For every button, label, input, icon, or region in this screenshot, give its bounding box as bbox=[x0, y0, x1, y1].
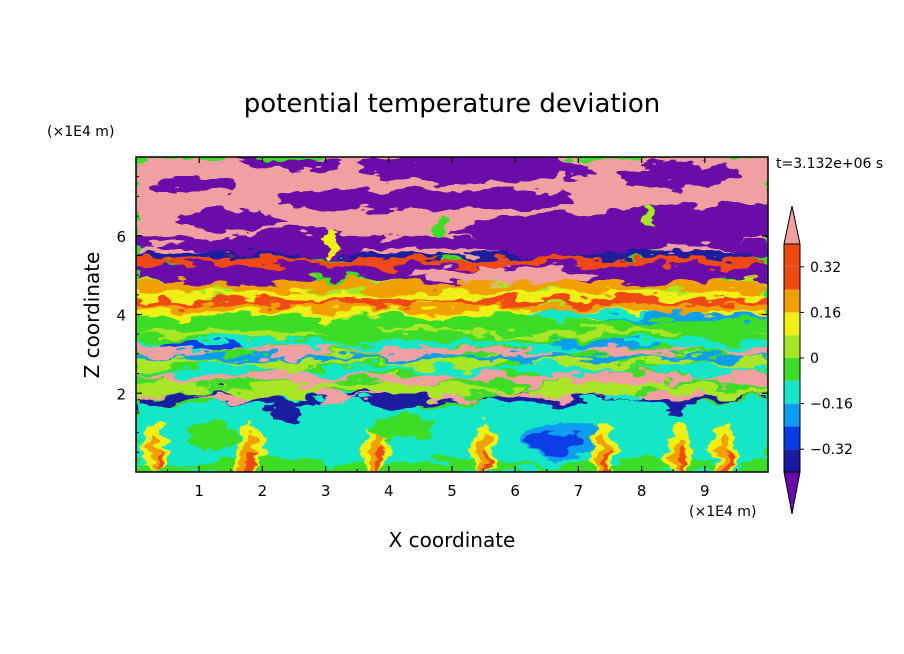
colorbar-label: 0 bbox=[810, 351, 819, 367]
colorbar-label: −0.32 bbox=[810, 442, 853, 458]
colorbar: 0.32 0.16 0 −0.16 −0.32 bbox=[783, 205, 853, 515]
colorbar-bin bbox=[784, 358, 800, 381]
colorbar-bin bbox=[784, 312, 800, 336]
colorbar-bin bbox=[784, 289, 800, 313]
x-tick-label: 5 bbox=[447, 482, 457, 500]
x-axis-label: X coordinate bbox=[389, 528, 516, 552]
contour-cell bbox=[597, 204, 768, 244]
contour-cell bbox=[154, 448, 162, 472]
contour-cell bbox=[382, 346, 497, 354]
contour-cell bbox=[237, 370, 326, 381]
x-tick-label: 2 bbox=[258, 482, 268, 500]
contour-cell bbox=[603, 448, 611, 472]
x-tick-label: 4 bbox=[384, 482, 394, 500]
contour-cell bbox=[458, 188, 573, 209]
contour-cell bbox=[161, 341, 238, 351]
x-unit-label: (×1E4 m) bbox=[689, 504, 756, 520]
contour-band bbox=[136, 335, 768, 353]
contour-cell bbox=[148, 176, 238, 193]
contour-cell bbox=[723, 448, 731, 472]
contour-cell bbox=[483, 448, 490, 472]
colorbar-bin bbox=[784, 244, 800, 267]
colorbar-bin bbox=[784, 335, 800, 358]
contour-cell bbox=[679, 448, 686, 472]
contour-cell bbox=[357, 157, 598, 183]
contour-cell bbox=[237, 157, 339, 169]
y-tick-label: 6 bbox=[116, 228, 126, 246]
y-unit-label: (×1E4 m) bbox=[47, 124, 114, 140]
x-tick-label: 1 bbox=[194, 482, 204, 500]
contour-cell bbox=[524, 431, 582, 454]
contour-cell bbox=[186, 422, 238, 451]
contour-cell bbox=[369, 414, 434, 443]
colorbar-label: −0.16 bbox=[810, 397, 853, 413]
contour-cell bbox=[565, 372, 693, 383]
contour-band bbox=[136, 352, 768, 372]
contour-cell bbox=[616, 162, 743, 187]
colorbar-bin bbox=[784, 449, 800, 472]
x-tick-label: 9 bbox=[700, 482, 710, 500]
contour-cell bbox=[616, 268, 731, 283]
contour-cell bbox=[546, 340, 661, 348]
time-label: t=3.132e+06 s bbox=[776, 156, 883, 172]
contour-cell bbox=[407, 267, 598, 283]
y-axis: 2 4 6 bbox=[116, 176, 768, 453]
colorbar-extend-high bbox=[783, 205, 801, 245]
contour-field bbox=[136, 157, 768, 472]
x-tick-label: 8 bbox=[637, 482, 647, 500]
x-axis: 1 2 3 4 5 6 7 8 9 bbox=[167, 157, 737, 500]
contour-cell bbox=[325, 231, 339, 256]
contour-cell bbox=[275, 189, 478, 212]
plot-area bbox=[136, 157, 768, 472]
contour-cell bbox=[641, 206, 655, 226]
chart-title: potential temperature deviation bbox=[244, 89, 660, 119]
contour-band bbox=[136, 277, 768, 295]
y-tick-label: 2 bbox=[116, 385, 126, 403]
contour-cell bbox=[527, 310, 655, 319]
y-tick-label: 4 bbox=[116, 307, 126, 325]
x-tick-label: 3 bbox=[321, 482, 331, 500]
colorbar-bin bbox=[784, 426, 800, 450]
colorbar-label: 0.16 bbox=[810, 305, 841, 321]
x-tick-label: 6 bbox=[510, 482, 520, 500]
contour-cell bbox=[434, 216, 451, 240]
contour-cell bbox=[173, 210, 288, 230]
contour-cell bbox=[376, 448, 383, 472]
contour-cell bbox=[616, 420, 667, 445]
colorbar-bin bbox=[784, 266, 800, 290]
y-axis-label: Z coordinate bbox=[80, 252, 104, 379]
contour-cell bbox=[249, 448, 257, 472]
colorbar-bin bbox=[784, 380, 800, 404]
x-tick-label: 7 bbox=[574, 482, 584, 500]
colorbar-bin bbox=[784, 403, 800, 427]
colorbar-extend-low bbox=[783, 471, 801, 515]
colorbar-label: 0.32 bbox=[810, 260, 841, 276]
